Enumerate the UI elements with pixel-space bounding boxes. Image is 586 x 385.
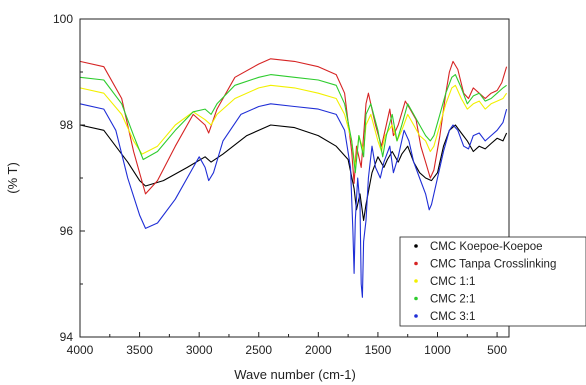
series-line-2 (79, 58, 508, 195)
legend-box (399, 236, 586, 327)
legend-marker (414, 244, 418, 248)
x-tick-label: 2000 (305, 343, 332, 357)
legend: CMC Koepoe-Koepoe CMC Tanpa Crosslinking C… (399, 236, 586, 327)
legend-marker (414, 279, 418, 283)
legend-label: CMC 3:1 (430, 311, 475, 323)
x-tick-label: 1000 (424, 343, 451, 357)
x-tick-label: 4000 (67, 343, 94, 357)
legend-marker (414, 296, 418, 301)
y-tick-label: 100 (53, 12, 73, 26)
series-line-4 (79, 74, 507, 174)
x-tick-label: 3000 (186, 343, 213, 357)
x-tick-label: 1500 (365, 343, 392, 357)
y-tick-label: 96 (60, 224, 74, 238)
legend-marker (414, 314, 418, 318)
legend-label: CMC Tanpa Crosslinking (430, 259, 556, 271)
y-axis-title: (% T) (5, 162, 20, 194)
series-layer (79, 58, 508, 298)
y-tick-label: 98 (60, 118, 74, 132)
legend-label: CMC Koepoe-Koepoe (430, 241, 543, 253)
legend-label: CMC 1:1 (430, 276, 475, 288)
series-line-5 (79, 103, 508, 298)
legend-label: CMC 2:1 (430, 294, 475, 306)
y-axis: 94 96 98 100 (53, 12, 85, 344)
legend-marker (414, 261, 418, 266)
series-line-3 (79, 84, 508, 168)
x-axis: 4000 3500 3000 2500 2000 1500 1000 500 (67, 332, 507, 357)
x-tick-label: 500 (487, 343, 507, 357)
x-tick-label: 3500 (126, 343, 153, 357)
x-tick-label: 2500 (245, 343, 272, 357)
y-tick-label: 94 (60, 330, 74, 344)
x-axis-title: Wave number (cm-1) (234, 367, 356, 382)
series-line-1 (79, 124, 508, 221)
